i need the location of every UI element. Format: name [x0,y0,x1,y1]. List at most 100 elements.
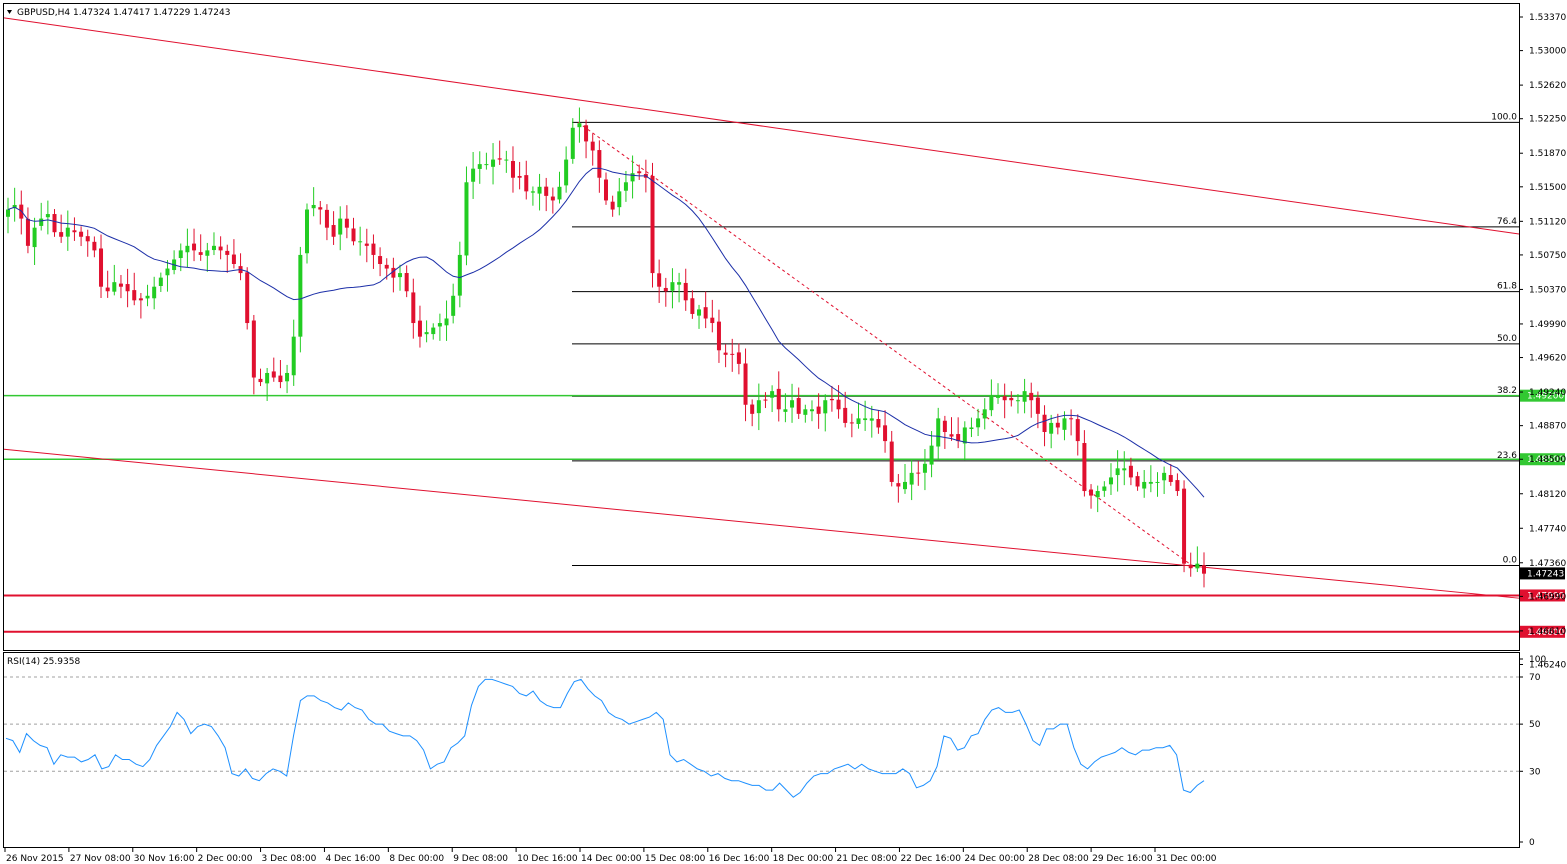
candle-body [378,256,383,265]
candle-body [889,441,894,482]
candle-body [657,273,662,287]
price-tick-label: 1.51870 [1529,149,1566,159]
time-tick-label: 18 Dec 00:00 [773,854,834,864]
candle-body [936,418,941,447]
fib-level-label: 61.8 [1497,282,1517,292]
time-tick-label: 2 Dec 00:00 [198,854,253,864]
candle-body [776,388,781,410]
candle-body [178,250,183,259]
price-tick-label: 1.48120 [1529,490,1566,500]
rsi-line [5,678,1205,798]
candle-body [1002,396,1007,401]
candle-body [856,418,861,424]
candle-body [477,164,482,169]
candle-body [584,125,589,142]
price-tick-label: 1.53370 [1529,13,1566,23]
level-price-label: 1.46600 [1527,628,1564,638]
candle-body [165,268,170,276]
price-tick-label: 1.53000 [1529,47,1566,57]
candle-body [65,227,70,237]
price-tick-label: 1.50750 [1529,251,1566,261]
collapse-triangle-icon[interactable] [7,10,12,14]
candle-body [1049,422,1054,434]
candle-body [464,182,469,256]
time-tick-label: 26 Nov 2015 [6,854,64,864]
candle-body [45,214,50,218]
candle-body [550,196,555,201]
candle-body [803,409,808,415]
candle-body [152,286,157,299]
candle-body [138,298,143,301]
candle-body [278,375,283,383]
candle-body [258,378,263,383]
candle-body [770,391,775,398]
candle-body [1115,468,1120,476]
candle-body [577,123,582,128]
candle-body [1069,418,1074,420]
level-price-box [1520,389,1565,402]
horizontal-levels: 1.49200 1.48500 1.47000 1.46600 1.47243 [4,389,1565,638]
candle-body [989,395,994,411]
fib-level-label: 0.0 [1503,555,1518,565]
time-tick-label: 24 Dec 00:00 [964,854,1025,864]
candle-body [497,158,502,160]
candle-body [570,127,575,159]
candle-body [829,398,834,401]
level-price-box [1520,567,1565,580]
candle-body [72,230,77,233]
candle-body [437,323,442,327]
candle-body [391,267,396,278]
time-tick-label: 10 Dec 16:00 [517,854,578,864]
candle-body [723,352,728,355]
candle-body [677,282,682,285]
candle-body [909,472,914,485]
candle-body [863,418,868,421]
candle-body [245,272,250,324]
candle-body [763,399,768,401]
candle-body [1015,400,1020,402]
candle-body [39,218,44,226]
candle-body [305,209,309,254]
candle-body [338,218,343,235]
candle-body [996,395,1001,398]
candle-body [471,168,476,182]
price-tick-label: 1.49990 [1529,320,1566,330]
candle-body [192,243,197,251]
candle-body [557,186,562,200]
candle-body [1082,443,1087,492]
candle-body [105,287,110,292]
candle-body [457,254,462,296]
candle-body [384,264,389,269]
rsi-panel-frame [3,652,1520,848]
candle-body [1029,392,1034,401]
candle-body [398,273,403,278]
time-tick-label: 15 Dec 08:00 [645,854,706,864]
time-tick-label: 9 Dec 08:00 [453,854,508,864]
candle-body [736,352,741,364]
candle-body [1089,489,1094,496]
moving-average [7,167,1205,498]
rsi-indicator: 100 70 50 30 0 [4,655,1546,848]
rsi-tick-label: 100 [1529,655,1546,665]
price-tick-label: 1.46990 [1529,592,1566,602]
time-tick-label: 16 Dec 16:00 [709,854,770,864]
time-tick-label: 29 Dec 16:00 [1092,854,1153,864]
candle-body [623,182,628,191]
price-tick-label: 1.47360 [1529,559,1566,569]
candle-body [590,141,595,151]
candle-body [1042,414,1047,433]
candle-body [922,463,927,473]
candle-body [52,214,57,233]
candle-body [298,254,303,337]
candle-body [1108,477,1113,485]
candle-body [597,150,602,178]
channel-trendline [3,17,1520,235]
candle-body [12,204,17,209]
price-tick-label: 1.46240 [1529,660,1566,670]
candle-body [79,231,84,237]
candle-body [544,186,549,196]
rsi-tick-label: 50 [1529,720,1541,730]
candle-body [1202,565,1206,574]
candle-body [344,218,349,228]
